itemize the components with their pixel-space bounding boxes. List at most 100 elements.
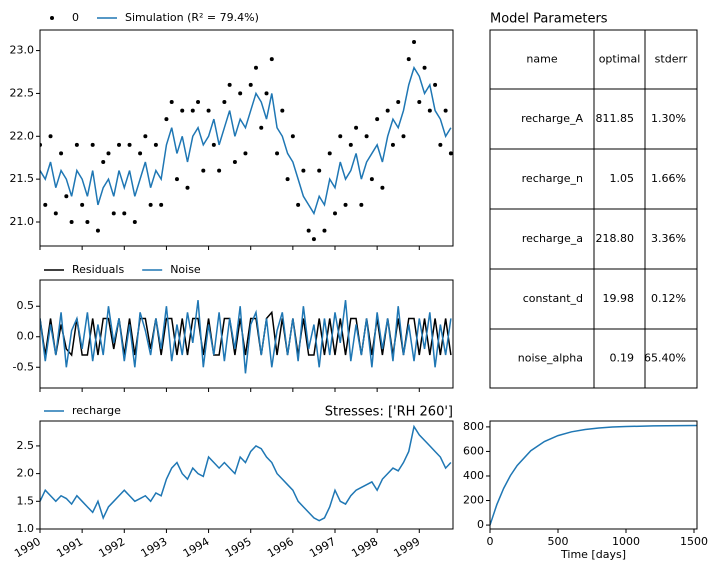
observation-point [301, 168, 306, 173]
y-tick-label: 1.0 [17, 522, 35, 535]
observation-point [74, 142, 79, 147]
x-tick-label: 1991 [54, 535, 85, 560]
observation-point [275, 151, 280, 156]
plot-area [490, 424, 697, 526]
observation-point [190, 108, 195, 113]
observation-point [296, 202, 301, 207]
legend-marker [50, 16, 54, 20]
table-cell: 811.85 [596, 112, 635, 125]
observation-point [64, 194, 69, 199]
observation-point [185, 185, 190, 190]
y-tick-label: 600 [463, 444, 484, 457]
axes-frame [39, 29, 454, 247]
observation-point [253, 65, 258, 70]
observation-point [101, 160, 106, 164]
x-tick-label: 500 [548, 535, 569, 548]
observation-point [448, 151, 453, 156]
observation-point [111, 211, 116, 216]
observation-point [417, 100, 422, 104]
y-tick-label: 0.5 [17, 299, 35, 312]
observation-point [53, 211, 58, 216]
observation-point [80, 202, 85, 207]
table-header: optimal [599, 53, 641, 66]
y-tick-label: 400 [463, 469, 484, 482]
y-tick-label: 2.0 [17, 467, 35, 480]
observation-point [106, 151, 111, 156]
table-header: name [526, 53, 557, 66]
observation-point [422, 65, 427, 70]
x-tick-label: 1994 [181, 535, 212, 560]
plot-area [40, 300, 452, 374]
table-header: stderr [655, 53, 688, 66]
axes-frame [489, 420, 698, 530]
x-tick-label: 1995 [223, 535, 254, 560]
observation-point [238, 91, 243, 96]
x-tick-label: 0 [487, 535, 494, 548]
axes-frame [39, 279, 454, 389]
table-cell: recharge_a [522, 232, 583, 245]
y-tick-label: 22.0 [10, 129, 35, 142]
observation-point [159, 202, 164, 207]
x-tick-label: 1990 [12, 535, 43, 560]
observation-point [143, 134, 148, 139]
y-tick-label: 200 [463, 494, 484, 507]
observation-point [201, 168, 206, 173]
series-line [490, 424, 697, 526]
observation-point [348, 142, 353, 147]
table-cell: 1.30% [651, 112, 686, 125]
observation-point [227, 82, 232, 87]
table-cell: 65.40% [644, 352, 686, 365]
y-tick-label: 0 [477, 518, 484, 531]
series-line [40, 300, 452, 374]
observation-point [385, 108, 390, 113]
observation-point [412, 40, 417, 44]
table-cell: 1.05 [610, 172, 635, 185]
observation-point [69, 220, 74, 224]
y-tick-label: 1.5 [17, 494, 35, 507]
observation-point [217, 168, 222, 173]
observation-point [196, 100, 201, 104]
x-tick-label: 1992 [97, 535, 128, 560]
legend-label: 0 [72, 11, 79, 24]
legend-label: Simulation (R² = 79.4%) [125, 11, 259, 24]
x-tick-label: 1000 [612, 535, 640, 548]
observation-point [85, 220, 90, 224]
table-title: Model Parameters [490, 12, 608, 27]
axes-frame [39, 420, 454, 530]
table-cell: 0.19 [610, 352, 635, 365]
legend-label: Noise [170, 263, 201, 276]
observation-point [280, 108, 285, 113]
y-tick-label: 21.0 [10, 215, 35, 228]
observation-point [164, 117, 169, 122]
observation-point [406, 57, 411, 62]
observation-point [401, 134, 406, 139]
observation-point [206, 108, 211, 113]
x-tick-label: 1993 [139, 535, 170, 560]
observation-point [174, 177, 179, 182]
observation-point [138, 151, 143, 156]
observation-point [443, 108, 448, 113]
observation-point [248, 82, 253, 87]
y-tick-label: 21.5 [10, 172, 35, 185]
legend-label: Residuals [72, 263, 124, 276]
y-tick-label: 2.5 [17, 439, 35, 452]
observation-point [122, 211, 127, 216]
table-cell: recharge_A [521, 112, 583, 125]
observation-point [132, 220, 137, 224]
observation-point [127, 142, 132, 147]
stress-title: Stresses: ['RH 260'] [325, 405, 453, 420]
observation-point [390, 142, 395, 147]
observation-point [359, 202, 364, 207]
observation-point [322, 228, 327, 233]
observation-point [180, 108, 185, 113]
observation-point [354, 125, 359, 130]
observation-point [43, 202, 48, 207]
observation-point [369, 177, 374, 182]
table-cell: 0.12% [651, 292, 686, 305]
observation-point [148, 202, 153, 207]
y-tick-label: -0.5 [13, 360, 34, 373]
x-tick-label: 1996 [265, 535, 296, 560]
x-tick-label: 1998 [349, 535, 380, 560]
y-tick-label: 0.0 [17, 330, 35, 343]
observation-point [95, 228, 100, 233]
